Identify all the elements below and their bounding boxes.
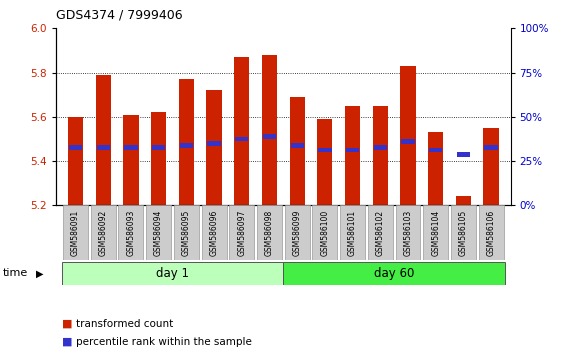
FancyBboxPatch shape	[396, 205, 420, 260]
FancyBboxPatch shape	[62, 262, 283, 285]
FancyBboxPatch shape	[229, 205, 254, 260]
Bar	[234, 57, 249, 205]
Bar	[428, 132, 443, 205]
Bar	[95, 75, 111, 205]
Bar	[179, 79, 194, 205]
Text: GSM586103: GSM586103	[403, 210, 412, 256]
Bar	[484, 128, 499, 205]
Bar	[263, 134, 276, 139]
Text: GSM586097: GSM586097	[237, 210, 246, 256]
Bar	[151, 113, 166, 205]
Bar	[401, 139, 415, 144]
Text: GSM586093: GSM586093	[126, 210, 135, 256]
Bar	[206, 90, 222, 205]
Text: GDS4374 / 7999406: GDS4374 / 7999406	[56, 8, 183, 21]
Text: GSM586105: GSM586105	[459, 210, 468, 256]
FancyBboxPatch shape	[368, 205, 393, 260]
FancyBboxPatch shape	[63, 205, 88, 260]
Text: GSM586092: GSM586092	[99, 210, 108, 256]
Bar	[374, 145, 387, 150]
FancyBboxPatch shape	[340, 205, 365, 260]
FancyBboxPatch shape	[423, 205, 448, 260]
Text: transformed count: transformed count	[76, 319, 173, 329]
Text: GSM586102: GSM586102	[376, 210, 385, 256]
Bar	[346, 148, 359, 153]
FancyBboxPatch shape	[284, 205, 310, 260]
Text: GSM586091: GSM586091	[71, 210, 80, 256]
FancyBboxPatch shape	[257, 205, 282, 260]
Text: GSM586101: GSM586101	[348, 210, 357, 256]
Bar	[124, 145, 137, 150]
Bar	[96, 145, 110, 150]
Bar	[123, 115, 139, 205]
Text: ■: ■	[62, 337, 72, 347]
Text: time: time	[3, 268, 28, 278]
Bar	[318, 119, 333, 205]
Bar	[152, 145, 165, 150]
Bar	[69, 145, 82, 150]
Bar	[289, 97, 305, 205]
Text: GSM586095: GSM586095	[182, 210, 191, 256]
Text: GSM586100: GSM586100	[320, 210, 329, 256]
FancyBboxPatch shape	[312, 205, 337, 260]
Bar	[262, 55, 277, 205]
Text: GSM586099: GSM586099	[293, 210, 302, 256]
FancyBboxPatch shape	[479, 205, 504, 260]
Bar	[401, 66, 416, 205]
Text: percentile rank within the sample: percentile rank within the sample	[76, 337, 252, 347]
FancyBboxPatch shape	[146, 205, 171, 260]
Bar	[457, 152, 470, 157]
Bar	[180, 143, 193, 148]
Bar	[373, 106, 388, 205]
FancyBboxPatch shape	[201, 205, 227, 260]
Bar	[485, 145, 498, 150]
Text: GSM586106: GSM586106	[486, 210, 495, 256]
Bar	[68, 117, 83, 205]
Text: GSM586098: GSM586098	[265, 210, 274, 256]
Bar	[429, 148, 442, 153]
Bar	[291, 143, 304, 148]
Text: GSM586096: GSM586096	[210, 210, 219, 256]
Text: day 1: day 1	[156, 267, 189, 280]
FancyBboxPatch shape	[283, 262, 505, 285]
Text: GSM586094: GSM586094	[154, 210, 163, 256]
FancyBboxPatch shape	[91, 205, 116, 260]
Bar	[235, 137, 249, 141]
FancyBboxPatch shape	[451, 205, 476, 260]
Text: ■: ■	[62, 319, 72, 329]
Text: GSM586104: GSM586104	[431, 210, 440, 256]
Bar	[456, 196, 471, 205]
FancyBboxPatch shape	[174, 205, 199, 260]
Text: ▶: ▶	[36, 268, 44, 278]
Text: day 60: day 60	[374, 267, 415, 280]
Bar	[208, 141, 220, 146]
Bar	[345, 106, 360, 205]
Bar	[318, 148, 332, 153]
FancyBboxPatch shape	[118, 205, 144, 260]
